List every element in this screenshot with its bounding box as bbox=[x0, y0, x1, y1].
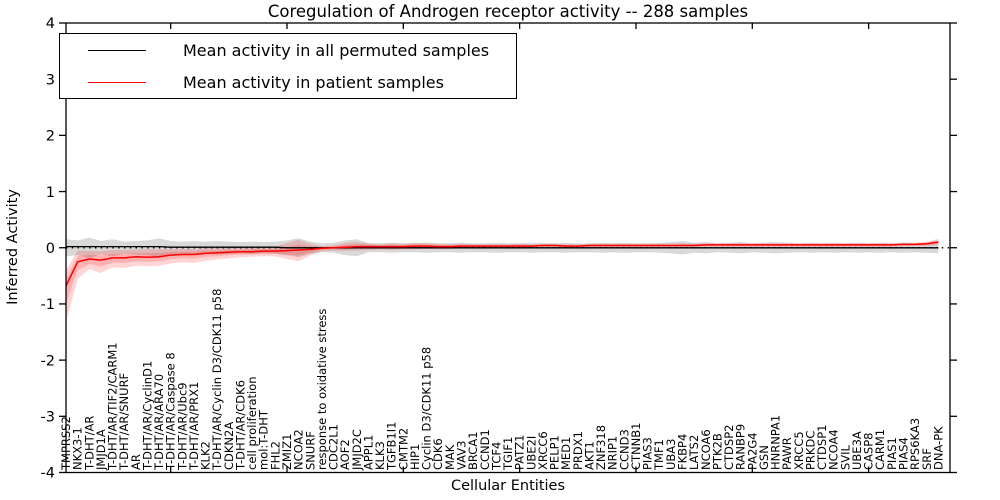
x-tick-label: NCOA2 bbox=[292, 429, 306, 470]
x-tick-label: mol:T-DHT bbox=[257, 409, 271, 470]
x-tick-label: XRCC6 bbox=[536, 431, 550, 470]
x-tick-label: TGFB1I1 bbox=[385, 422, 399, 471]
x-tick-label: KLK2 bbox=[199, 441, 213, 470]
x-tick-label: T-DHT/AR/CDK6 bbox=[234, 380, 248, 471]
x-tick-label: T-DHT/AR/SNURF bbox=[117, 373, 131, 471]
x-tick-label: CDKN2A bbox=[222, 422, 236, 470]
x-tick-label: CDK6 bbox=[431, 438, 445, 470]
x-tick-label: TMF1 bbox=[652, 439, 666, 471]
x-tick-label: CCND1 bbox=[478, 429, 492, 470]
x-tick-label: AOF2 bbox=[338, 439, 352, 470]
legend-label-patient: Mean activity in patient samples bbox=[183, 72, 444, 92]
x-tick-label: CTDSP2 bbox=[722, 425, 736, 470]
x-tick-label: PIAS1 bbox=[885, 437, 899, 470]
x-tick-label: Cyclin D3/CDK11 p58 bbox=[420, 347, 434, 470]
x-tick-label: JMJD2C bbox=[350, 429, 364, 471]
legend: Mean activity in all permuted samples Me… bbox=[59, 33, 517, 99]
x-tick-label: CDC2L1 bbox=[327, 424, 341, 470]
patient-mean-line bbox=[65, 241, 939, 287]
x-tick-label: CTDSP1 bbox=[815, 425, 829, 470]
x-tick-label: T-DHT/AR/TIF2/CARM1 bbox=[106, 342, 120, 471]
x-tick-label: UBE2I bbox=[524, 436, 538, 470]
y-tick-label: 1 bbox=[46, 185, 55, 201]
x-tick-label: BRCA1 bbox=[466, 431, 480, 470]
x-tick-label: KLK3 bbox=[373, 441, 387, 470]
x-tick-label: DNA-PK bbox=[931, 426, 945, 470]
x-tick-label: PRDX1 bbox=[571, 431, 585, 470]
x-tick-label: FKBP4 bbox=[676, 434, 690, 470]
x-tick-label: UBA3 bbox=[664, 439, 678, 471]
x-tick-label: CASP8 bbox=[862, 433, 876, 470]
y-tick-label: 3 bbox=[46, 72, 55, 88]
y-tick-label: 0 bbox=[46, 241, 55, 257]
x-tick-label: LATS2 bbox=[687, 435, 701, 470]
x-tick-label: response to oxidative stress bbox=[315, 309, 329, 470]
legend-item-patient: Mean activity in patient samples bbox=[60, 66, 516, 98]
x-tick-label: HNRNPA1 bbox=[769, 415, 783, 470]
x-tick-label: cell proliferation bbox=[245, 376, 259, 470]
x-tick-label: PIAS3 bbox=[641, 437, 655, 470]
x-tick-label: PELP1 bbox=[548, 435, 562, 470]
x-tick-label: ZNF318 bbox=[594, 425, 608, 470]
permuted-mean-line bbox=[66, 245, 939, 249]
x-tick-label: GSN bbox=[757, 445, 771, 470]
y-tick-label: -2 bbox=[41, 353, 55, 369]
x-tick-label: TGIF1 bbox=[501, 437, 515, 471]
legend-label-permuted: Mean activity in all permuted samples bbox=[183, 40, 490, 60]
legend-item-permuted: Mean activity in all permuted samples bbox=[60, 34, 516, 66]
x-tick-label: NRIP1 bbox=[606, 436, 620, 470]
y-tick-label: -1 bbox=[41, 297, 55, 313]
x-tick-label: APPL1 bbox=[361, 435, 375, 470]
x-tick-label: PA2G4 bbox=[745, 432, 759, 470]
x-tick-label: SRF bbox=[920, 448, 934, 470]
x-tick-label: NCOA6 bbox=[699, 429, 713, 470]
x-tick-label: XRCC5 bbox=[792, 431, 806, 470]
x-axis-label: Cellular Entities bbox=[450, 478, 566, 494]
x-tick-label: PAWR bbox=[780, 437, 794, 470]
x-tick-label: FHL2 bbox=[268, 441, 282, 470]
permuted-line-swatch bbox=[88, 49, 146, 51]
x-tick-label: JMJD1A bbox=[94, 429, 108, 471]
x-tick-label: MAK bbox=[443, 444, 457, 470]
x-tick-label: TMPRSS2 bbox=[59, 416, 73, 471]
x-tick-label: HIP1 bbox=[408, 444, 422, 470]
x-tick-label: CTNNB1 bbox=[629, 423, 643, 470]
x-tick-label: NKX3-1 bbox=[71, 427, 85, 470]
x-tick-label: T-DHT/AR/PRX1 bbox=[187, 382, 201, 471]
x-tick-label: T-DHT/AR/Cyclin D3/CDK11 p58 bbox=[210, 289, 224, 471]
x-tick-label: RANBP9 bbox=[734, 424, 748, 470]
x-tick-label: T-DHT/AR/CyclinD1 bbox=[140, 361, 154, 471]
x-tick-label: PATZ1 bbox=[513, 435, 527, 470]
x-tick-label: CCND3 bbox=[617, 429, 631, 470]
x-tick-label: AR bbox=[129, 454, 143, 470]
x-tick-label: UBE3A bbox=[850, 431, 864, 470]
x-tick-label: NCOA4 bbox=[827, 429, 841, 470]
x-tick-label: ZMIZ1 bbox=[280, 434, 294, 470]
x-tick-label: RPS6KA3 bbox=[908, 418, 922, 470]
x-tick-label: PIAS4 bbox=[897, 437, 911, 470]
x-tick-label: TCF4 bbox=[489, 442, 503, 471]
y-tick-label: -4 bbox=[41, 466, 55, 482]
x-tick-label: T-DHT/AR bbox=[82, 416, 96, 471]
x-tick-label: T-DHT/AR/Caspase 8 bbox=[164, 352, 178, 471]
x-tick-label: MED1 bbox=[559, 437, 573, 470]
x-tick-label: SNURF bbox=[303, 431, 317, 470]
x-tick-label: AKT1 bbox=[582, 441, 596, 470]
x-tick-label: PTK2B bbox=[710, 433, 724, 470]
x-tick-label: CARM1 bbox=[873, 429, 887, 470]
y-tick-label: 2 bbox=[46, 129, 55, 145]
x-tick-label: VAV3 bbox=[455, 441, 469, 470]
y-tick-label: -3 bbox=[41, 410, 55, 426]
chart-title: Coregulation of Androgen receptor activi… bbox=[267, 2, 749, 21]
x-tick-label: SVIL bbox=[838, 444, 852, 470]
x-tick-label: PRKDC bbox=[803, 431, 817, 470]
x-tick-label: T-DHT/AR/Ubc9 bbox=[175, 382, 189, 471]
x-tick-label: CMTM2 bbox=[396, 428, 410, 470]
patient-line-swatch bbox=[88, 81, 146, 83]
x-tick-label: T-DHT/AR/ARA70 bbox=[152, 374, 166, 471]
y-tick-label: 4 bbox=[46, 16, 55, 32]
